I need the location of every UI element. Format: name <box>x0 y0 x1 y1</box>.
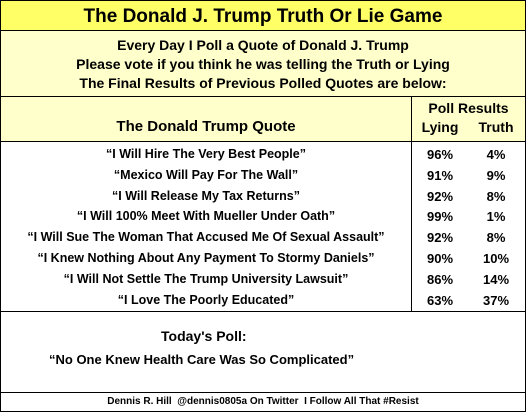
quote: “I Will Hire The Very Best People” <box>106 147 306 161</box>
truth-percent: 4% <box>486 147 506 162</box>
column-header: Lying <box>421 119 459 135</box>
column-header: Truth <box>478 119 514 135</box>
truth-percent: 8% <box>486 188 506 204</box>
footer: Dennis R. Hill @dennis0805a On Twitter I… <box>1 392 525 411</box>
lying-percent: 99% <box>426 209 454 225</box>
divider <box>411 97 412 142</box>
intro-line: The Final Results of Previous Polled Quo… <box>79 75 447 91</box>
today-label: Today's Poll: <box>161 328 247 344</box>
results-header: Poll Results <box>428 100 509 116</box>
lying-percent: 96% <box>426 147 454 162</box>
lying-percent: 92% <box>426 230 454 246</box>
quote: “I Will Sue The Woman That Accused Me Of… <box>27 230 385 245</box>
truth-percent: 9% <box>486 167 506 183</box>
quote-header: The Donald Trump Quote <box>116 118 296 135</box>
lying-percent: 63% <box>426 292 454 308</box>
today-section: Today's Poll: “No One Knew Health Care W… <box>1 312 525 392</box>
truth-percent: 10% <box>482 251 510 266</box>
quote: “I Love The Poorly Educated” <box>117 292 295 307</box>
table-header: The Donald Trump Quote Poll Results Lyin… <box>1 97 525 142</box>
today-quote: “No One Knew Health Care Was So Complica… <box>49 352 355 367</box>
footer-text: Dennis R. Hill @dennis0805a On Twitter I… <box>107 396 419 407</box>
quote: “I Knew Nothing About Any Payment To Sto… <box>37 251 375 265</box>
divider <box>411 142 412 312</box>
quote: “I Will 100% Meet With Mueller Under Oat… <box>76 209 336 224</box>
title-bar: The Donald J. Trump Truth Or Lie Game <box>1 1 525 31</box>
intro-line: Please vote if you think he was telling … <box>76 56 450 72</box>
lying-percent: 92% <box>426 188 454 204</box>
lying-percent: 90% <box>426 251 454 266</box>
truth-percent: 8% <box>486 230 506 246</box>
quote: “I Will Not Settle The Trump University … <box>63 271 349 286</box>
lying-percent: 86% <box>426 271 454 287</box>
truth-percent: 1% <box>486 209 506 225</box>
lying-percent: 91% <box>426 167 454 183</box>
truth-percent: 37% <box>482 292 510 308</box>
intro: Every Day I Poll a Quote of Donald J. Tr… <box>1 31 525 97</box>
intro-line: Every Day I Poll a Quote of Donald J. Tr… <box>117 37 409 53</box>
quote: “I Will Release My Tax Returns” <box>112 188 300 203</box>
table-body: “I Will Hire The Very Best People” 96% 4% “… <box>1 142 525 312</box>
truth-percent: 14% <box>482 271 510 287</box>
title: The Donald J. Trump Truth Or Lie Game <box>83 6 443 27</box>
quote: “Mexico Will Pay For The Wall” <box>113 167 299 182</box>
